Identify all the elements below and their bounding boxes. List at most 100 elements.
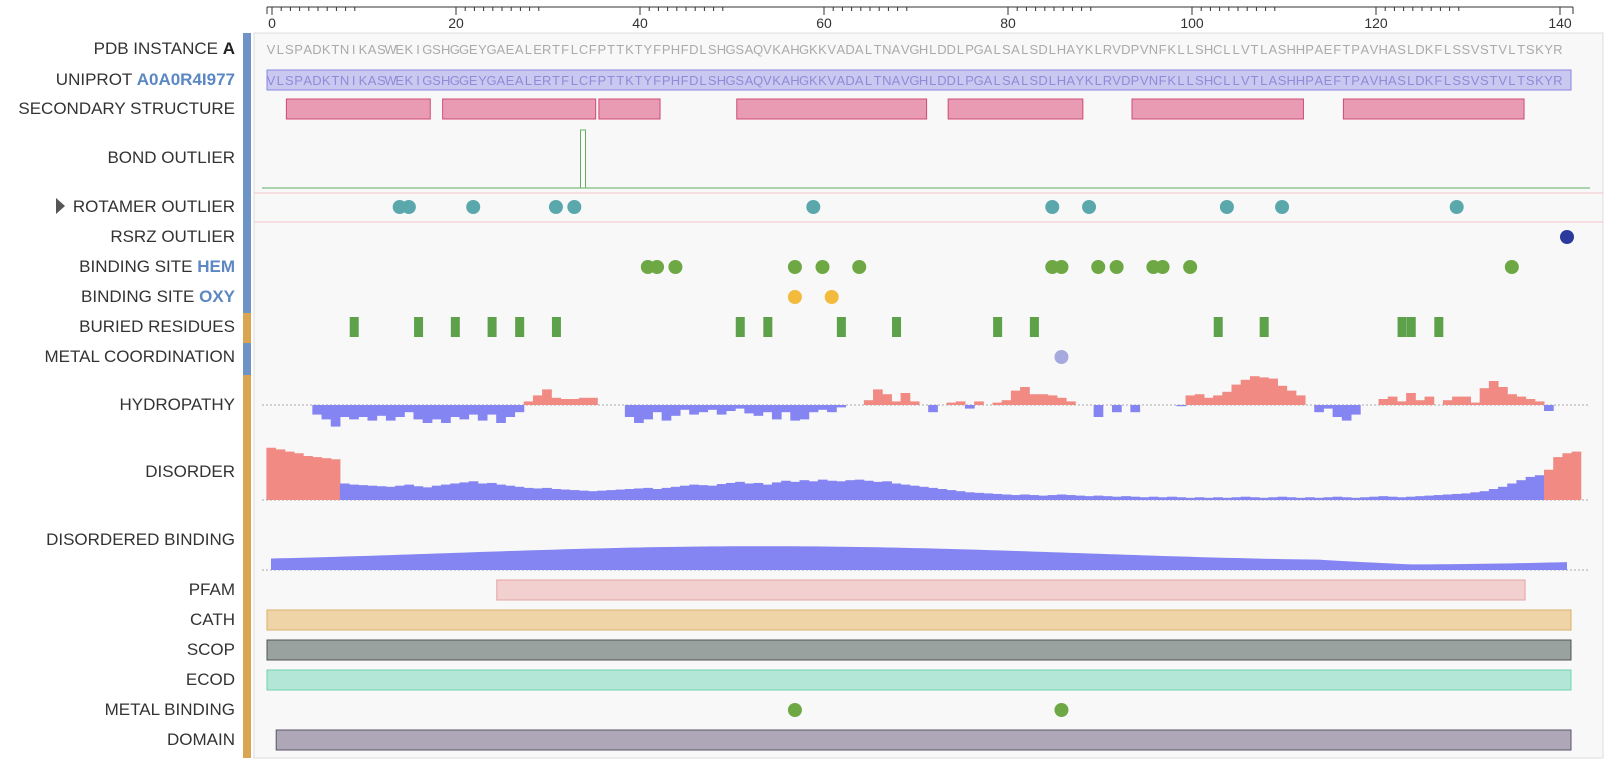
uniprot-bar — [266, 69, 1572, 91]
sequence-letter: H — [717, 73, 726, 88]
track-label-text: CATH — [189, 610, 235, 629]
track-label-pfam: PFAM — [0, 580, 235, 600]
sequence-letter: R — [1553, 42, 1562, 57]
axis-tick-label: 60 — [816, 15, 832, 31]
hydropathy-bar — [634, 405, 644, 423]
sequence-letter: A — [1314, 73, 1323, 88]
disorder-bar — [1231, 497, 1242, 500]
buried-residue — [1406, 317, 1416, 337]
track-label-text: METAL COORDINATION — [44, 347, 235, 366]
sequence-letter: E — [533, 42, 542, 57]
sequence-letter: N — [1149, 73, 1158, 88]
sequence-letter: Y — [1544, 73, 1553, 88]
disorder-bar — [670, 486, 681, 500]
sequence-letter: F — [1333, 42, 1341, 57]
sequence-letter: H — [441, 42, 450, 57]
hydropathy-bar — [873, 389, 883, 405]
sequence-letter: V — [1140, 42, 1149, 57]
hydropathy-bar — [1286, 390, 1297, 405]
sequence-letter: S — [708, 73, 717, 88]
sequence-letter: V — [1498, 73, 1507, 88]
sequence-letter: L — [1095, 73, 1102, 88]
sequence-letter: S — [432, 73, 441, 88]
sequence-letter: T — [1517, 42, 1525, 57]
sequence-letter: P — [965, 42, 974, 57]
sequence-letter: H — [671, 73, 680, 88]
hydropathy-bar — [1213, 395, 1223, 405]
hem-binding-point — [1091, 260, 1106, 274]
sequence-letter: L — [1177, 42, 1184, 57]
axis-tick-label: 80 — [1000, 15, 1016, 31]
sequence-letter: S — [1002, 73, 1011, 88]
sequence-letter: D — [1415, 73, 1424, 88]
disorder-bar — [422, 487, 433, 500]
hydropathy-bar — [1130, 405, 1141, 413]
track-label-text: ECOD — [185, 670, 235, 689]
track-label-text: HYDROPATHY — [119, 395, 235, 414]
disorder-bar — [790, 481, 801, 500]
disorder-bar — [863, 480, 874, 500]
expand-triangle-icon[interactable] — [55, 198, 65, 214]
sequence-letter: L — [929, 42, 936, 57]
disorder-bar — [1332, 496, 1343, 500]
sequence-letter: A — [855, 42, 864, 57]
sequence-letter: P — [1351, 73, 1360, 88]
domain-bar — [275, 729, 1572, 751]
hydropathy-bar — [1406, 393, 1416, 405]
sequence-letter: C — [1213, 42, 1222, 57]
sequence-letter: F — [653, 73, 661, 88]
sequence-letter: D — [312, 73, 321, 88]
sequence-letter: D — [946, 73, 955, 88]
hydropathy-bar — [1066, 401, 1076, 405]
disorder-bar — [532, 488, 543, 500]
track-label-rotamer[interactable]: ROTAMER OUTLIER — [0, 197, 235, 217]
track-label-text: ROTAMER OUTLIER — [72, 197, 235, 216]
sequence-letter: K — [772, 73, 781, 88]
hydropathy-bar — [790, 405, 801, 421]
disorder-bar — [459, 482, 470, 500]
disorder-bar — [1203, 497, 1214, 500]
sequence-letter: V — [1241, 73, 1250, 88]
sequence-letter: L — [929, 73, 936, 88]
disorder-bar — [1222, 497, 1233, 500]
disorder-bar — [799, 480, 810, 500]
disorder-bar — [293, 453, 304, 500]
side-bar-orange — [243, 313, 251, 343]
sequence-letter: E — [533, 73, 542, 88]
hydropathy-bar — [532, 395, 543, 405]
sequence-letter: A — [368, 73, 377, 88]
track-label-oxy: BINDING SITE OXY — [0, 287, 235, 307]
sequence-letter: T — [1251, 42, 1259, 57]
sequence-letter: T — [1251, 73, 1259, 88]
hydropathy-bar — [330, 405, 341, 427]
sequence-letter: E — [395, 73, 404, 88]
hydropathy-bar — [385, 405, 396, 421]
hydropathy-bar — [725, 405, 736, 411]
sequence-letter: Q — [753, 42, 763, 57]
sequence-letter: T — [1517, 73, 1525, 88]
hydropathy-bar — [836, 405, 846, 408]
sequence-letter: R — [1103, 73, 1112, 88]
sequence-letter: S — [1278, 73, 1287, 88]
pdb-sequence: V L S P A D K T N I K A SWE K I G S H G G E Y G A E A L E R T F L C F P T T K… — [267, 42, 1563, 57]
axis-tick-label: 100 — [1180, 15, 1204, 31]
hydropathy-bar — [882, 394, 892, 405]
disorder-bar — [303, 456, 313, 500]
metal-coordination-point — [1054, 350, 1069, 364]
sequence-letter: S — [1195, 42, 1204, 57]
sequence-letter: E — [469, 73, 478, 88]
hydropathy-bar — [1470, 402, 1481, 405]
sequence-letter: L — [1187, 73, 1194, 88]
disorder-bar — [560, 489, 571, 500]
sequence-letter: G — [487, 73, 497, 88]
buried-residue — [1213, 317, 1223, 337]
disorder-bar — [634, 488, 644, 500]
disorder-bar — [1442, 494, 1453, 500]
disorder-bar — [487, 482, 497, 500]
sequence-letter: T — [1489, 73, 1497, 88]
sequence-letter: L — [277, 42, 284, 57]
hydropathy-bar — [652, 405, 663, 413]
sequence-letter: Y — [478, 42, 487, 57]
sequence-letter: A — [1269, 42, 1278, 57]
disorder-bar — [1157, 497, 1168, 500]
